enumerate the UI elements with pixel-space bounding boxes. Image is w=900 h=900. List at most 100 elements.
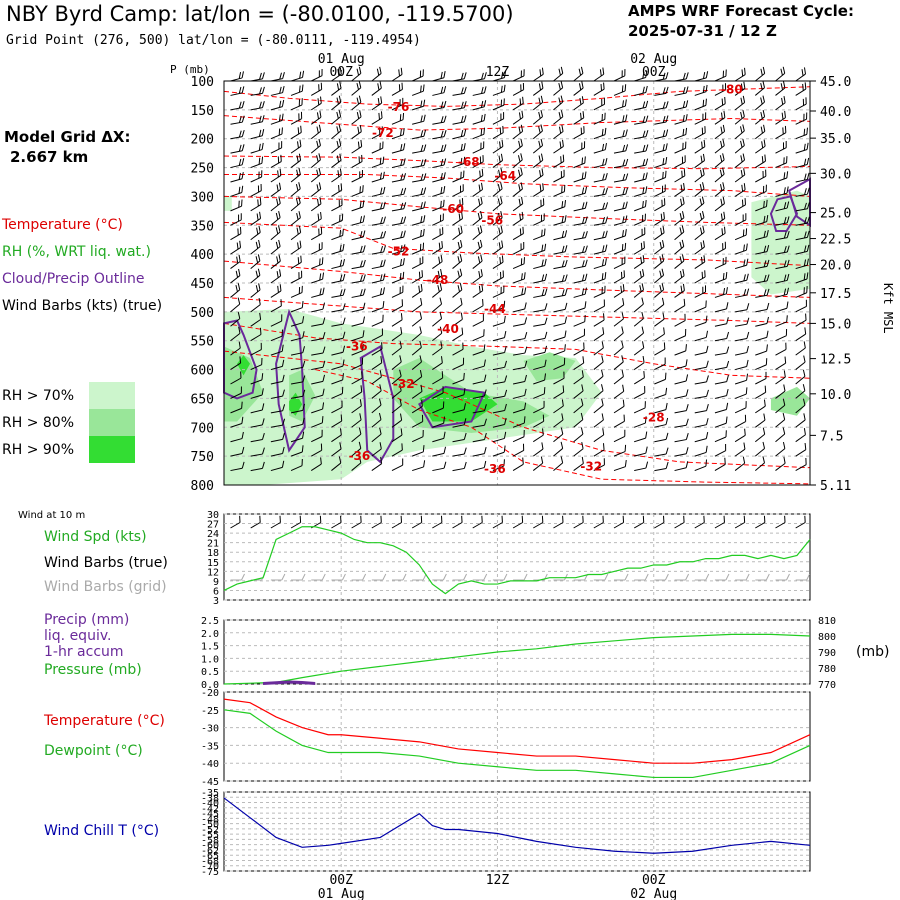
wind-barb-staff — [755, 522, 766, 529]
wind-barb-flag — [383, 231, 387, 238]
wind-barb — [654, 170, 667, 183]
wind-barb-staff — [290, 352, 303, 356]
wind-barb-flag — [503, 445, 506, 453]
wind-barb-staff — [472, 275, 483, 284]
wind-barb — [593, 258, 607, 270]
wind-barb — [371, 186, 386, 197]
wind-barb — [775, 156, 788, 169]
wind-barb-staff — [250, 453, 263, 457]
wind-barb-staff — [371, 87, 382, 96]
wind-barb-staff — [351, 448, 362, 457]
wind-barb — [532, 109, 543, 125]
wind-barb — [230, 371, 242, 385]
wind-barb — [472, 254, 483, 269]
wind-barb-flag — [661, 199, 663, 207]
wind-barb-staff — [472, 350, 485, 356]
wind-barb-flag — [520, 258, 523, 266]
wind-panel-tick-label: 24 — [207, 529, 219, 540]
wind-barb-staff — [694, 438, 707, 443]
wind-barb-flag — [803, 273, 806, 281]
wind-barb-flag — [580, 427, 584, 435]
wind-barb-staff — [512, 233, 524, 241]
wind-barb — [775, 427, 786, 443]
wind-barb — [472, 284, 484, 298]
wind-barb-staff — [755, 175, 767, 183]
wind-barb — [795, 384, 806, 399]
wind-barb-flag — [322, 302, 326, 310]
wind-barb-staff — [290, 188, 301, 197]
wind-barb-flag — [705, 84, 708, 92]
wind-barb-flag — [281, 127, 283, 135]
wind-barb-flag — [281, 99, 285, 107]
wind-chill-panel-tick-label: -35 — [201, 788, 219, 799]
wind-barb — [553, 259, 568, 270]
wind-barb-staff — [573, 251, 586, 255]
wind-barb — [492, 153, 504, 168]
wind-barb-flag — [241, 71, 244, 79]
wind-barb-flag — [497, 212, 501, 220]
wind-barb-staff — [613, 435, 626, 443]
wind-barb-flag — [544, 359, 547, 367]
wind-barb-staff — [553, 265, 566, 270]
wind-barb — [290, 403, 306, 414]
wind-barb-staff — [795, 419, 806, 428]
wind-barb-flag — [281, 141, 283, 148]
wind-barb-staff — [250, 162, 263, 169]
wind-barb-flag — [720, 213, 723, 221]
wind-barb — [492, 125, 504, 140]
pressure-tick-label: 500 — [191, 306, 214, 321]
wind-barb — [593, 82, 605, 96]
hour-label-top: 00Z — [642, 65, 666, 80]
wind-barb — [270, 225, 281, 241]
wind-barb-flag — [460, 312, 463, 320]
wind-barb — [230, 461, 245, 472]
wind-barb-staff — [573, 102, 584, 111]
wind-barb-staff — [533, 279, 546, 284]
wind-barb-staff — [674, 350, 686, 356]
wind-barb-staff — [331, 309, 344, 313]
wind-barb-flag — [786, 216, 790, 224]
wind-barb-flag — [483, 460, 487, 468]
wind-barb-flag — [358, 66, 362, 74]
wind-barb-flag — [361, 154, 363, 162]
wind-barb-staff — [734, 421, 746, 428]
wind-barb-staff — [775, 448, 786, 457]
wind-barb-staff — [795, 306, 807, 313]
surface-wind-barb — [230, 515, 241, 529]
wind-barb-staff — [613, 318, 624, 327]
surface-wind-barb — [573, 515, 584, 529]
wind-barb-flag — [719, 169, 723, 177]
height-tick-label: 15.0 — [820, 317, 851, 332]
wind-barb — [694, 98, 707, 111]
wind-barb-flag — [440, 86, 444, 94]
date-label-bottom: 01 Aug — [318, 887, 365, 900]
wind-barb-staff — [795, 347, 806, 356]
wind-barb — [290, 360, 306, 371]
wind-barb — [734, 213, 747, 226]
wind-barb-flag — [803, 245, 807, 253]
wind-barb-staff — [613, 361, 624, 370]
wind-barb-staff — [674, 275, 685, 284]
wind-barb-flag — [319, 110, 322, 118]
wind-barb-flag — [521, 196, 524, 204]
wind-barb-flag — [399, 114, 402, 121]
wind-barb-flag — [783, 96, 786, 103]
wind-barb-flag — [296, 212, 299, 220]
wind-barb-staff — [734, 189, 746, 197]
wind-barb-flag — [380, 217, 383, 224]
wind-barb — [775, 441, 786, 457]
wind-barb-flag — [665, 387, 668, 395]
wind-barb-flag — [541, 259, 544, 267]
wind-barb-staff — [735, 279, 747, 284]
wind-barb-flag — [743, 259, 746, 267]
wind-speed-line — [223, 526, 811, 595]
wind-barb-flag — [318, 167, 321, 175]
wind-barb-flag — [541, 168, 544, 176]
temperature-contour-label: -44 — [484, 302, 506, 316]
wind-barb — [674, 283, 685, 298]
wind-barb — [674, 141, 687, 154]
wind-barb-flag — [522, 226, 524, 234]
wind-barb-flag — [382, 186, 386, 194]
wind-barb-staff — [734, 74, 746, 82]
wind-barb-flag — [644, 199, 647, 207]
